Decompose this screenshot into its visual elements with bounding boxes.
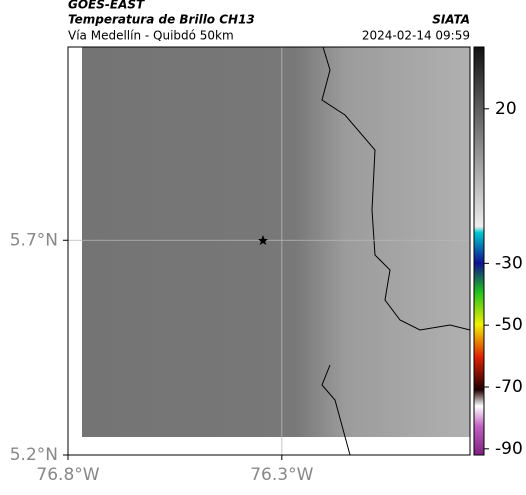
satellite: GOES-EAST (68, 0, 145, 12)
boundary (321, 46, 471, 456)
x-tick-label: 76.8°W (36, 465, 99, 485)
source: SIATA (432, 13, 470, 27)
y-tick-label: 5.7°N (10, 230, 58, 250)
colorbar-tick-label: -70 (495, 377, 523, 397)
satellite-image (82, 47, 470, 437)
colorbar-tick-label: -90 (495, 439, 523, 459)
y-tick-label: 5.2°N (10, 445, 58, 465)
timestamp: 2024-02-14 09:59 (362, 29, 470, 43)
colorbar (473, 46, 485, 456)
colorbar-tick-label: -30 (495, 253, 523, 273)
colorbar-tick-label: -50 (495, 315, 523, 335)
x-tick-label: 76.3°W (250, 465, 313, 485)
map-frame (67, 46, 471, 456)
location-marker (258, 235, 268, 245)
colorbar-tick-label: 20 (495, 99, 517, 119)
route: Vía Medellín - Quibdó 50km (68, 29, 234, 43)
product: Temperatura de Brillo CH13 (68, 13, 255, 27)
